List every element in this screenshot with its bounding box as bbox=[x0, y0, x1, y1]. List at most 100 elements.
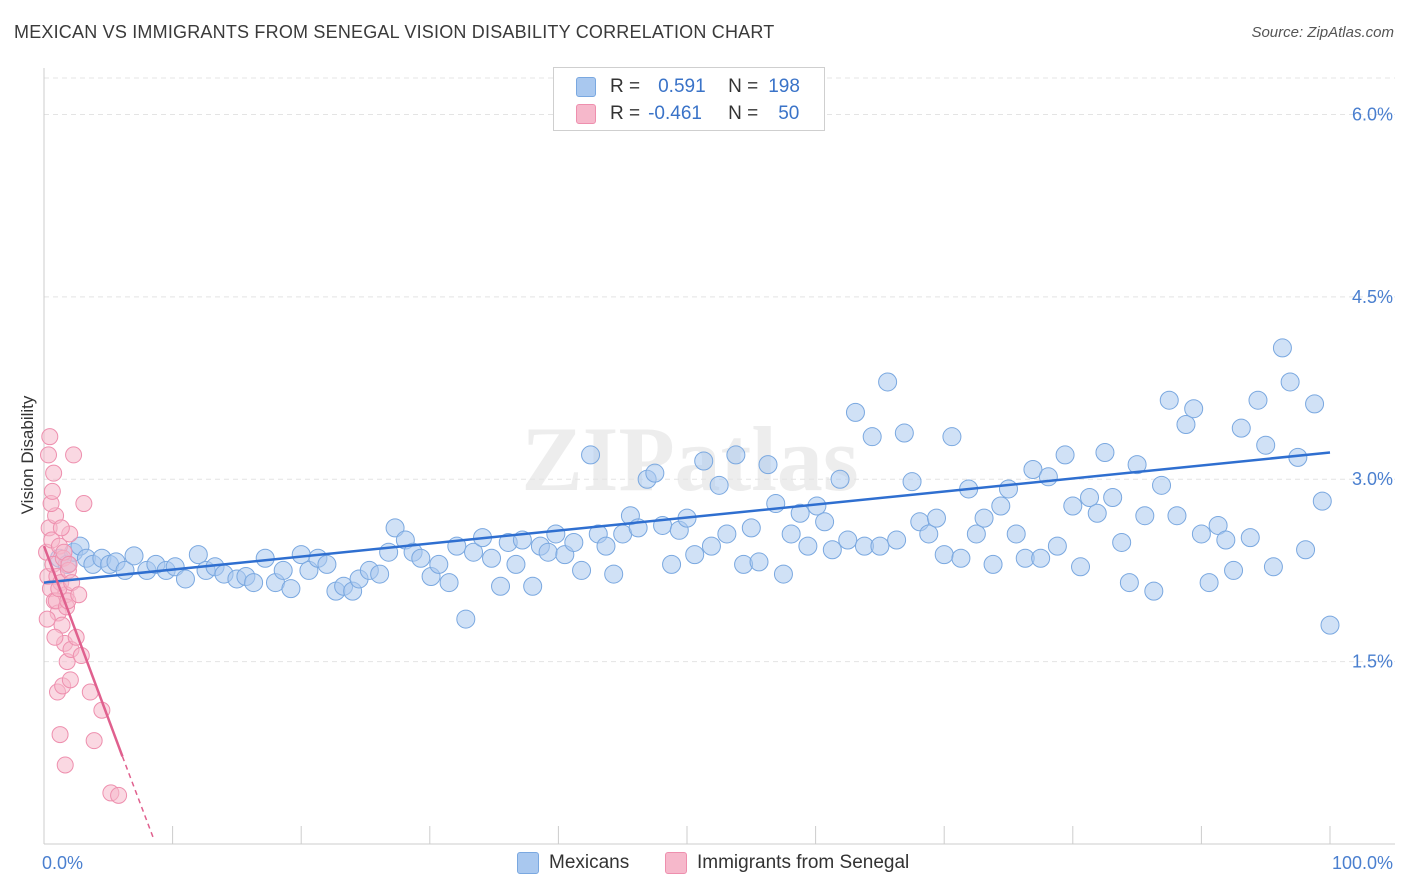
legend-swatch-blue bbox=[576, 77, 596, 97]
mexicans-point bbox=[1006, 524, 1026, 544]
y-tick-label: 3.0% bbox=[1352, 469, 1393, 489]
senegal-point bbox=[85, 732, 103, 750]
mexicans-point bbox=[317, 554, 337, 574]
mexicans-point bbox=[758, 455, 778, 475]
mexicans-point bbox=[845, 402, 865, 422]
chart-title: MEXICAN VS IMMIGRANTS FROM SENEGAL VISIO… bbox=[14, 22, 775, 42]
mexicans-point bbox=[1055, 445, 1075, 465]
mexicans-point bbox=[255, 548, 275, 568]
mexicans-point bbox=[1031, 548, 1051, 568]
senegal-point bbox=[46, 628, 64, 646]
mexicans-point bbox=[942, 427, 962, 447]
mexicans-point bbox=[273, 560, 293, 580]
mexicans-point bbox=[281, 579, 301, 599]
mexicans-point bbox=[1167, 506, 1187, 526]
mexicans-point bbox=[1208, 515, 1228, 535]
mexicans-point bbox=[175, 569, 195, 589]
senegal-point bbox=[56, 756, 74, 774]
mexicans-point bbox=[456, 609, 476, 629]
bottom-legend-mexicans: Mexicans bbox=[517, 852, 629, 874]
legend-swatch-pink bbox=[576, 104, 596, 124]
mexicans-point bbox=[1159, 390, 1179, 410]
mexicans-point bbox=[662, 554, 682, 574]
mexicans-point bbox=[1038, 467, 1058, 487]
mexicans-point bbox=[244, 573, 264, 593]
mexicans-point bbox=[482, 548, 502, 568]
legend-swatch-pink bbox=[665, 852, 687, 874]
senegal-point bbox=[52, 519, 70, 537]
mexicans-point bbox=[781, 524, 801, 544]
legend-n-label: N = bbox=[728, 103, 759, 124]
mexicans-point bbox=[685, 545, 705, 565]
senegal-point bbox=[51, 726, 69, 744]
mexicans-point bbox=[887, 530, 907, 550]
mexicans-point bbox=[645, 463, 665, 483]
mexicans-point bbox=[1191, 524, 1211, 544]
mexicans-point bbox=[1112, 532, 1132, 552]
mexicans-point bbox=[546, 524, 566, 544]
mexicans-point bbox=[694, 451, 714, 471]
legend-r-label: R = bbox=[610, 103, 641, 124]
mexicans-point bbox=[870, 536, 890, 556]
senegal-point bbox=[70, 586, 88, 604]
senegal-point bbox=[75, 495, 93, 513]
legend-swatch-blue bbox=[517, 852, 539, 874]
mexicans-point bbox=[124, 546, 144, 566]
mexicans-point bbox=[830, 469, 850, 489]
legend-n-value: 50 bbox=[778, 103, 800, 124]
mexicans-point bbox=[370, 564, 390, 584]
mexicans-point bbox=[934, 545, 954, 565]
senegal-point bbox=[61, 671, 79, 689]
mexicans-point bbox=[790, 503, 810, 523]
mexicans-point bbox=[1127, 455, 1147, 475]
mexicans-point bbox=[717, 524, 737, 544]
mexicans-point bbox=[385, 518, 405, 538]
x-tick-label: 0.0% bbox=[42, 853, 83, 873]
mexicans-point bbox=[1296, 540, 1316, 560]
mexicans-point bbox=[411, 548, 431, 568]
senegal-point bbox=[40, 446, 58, 464]
y-tick-label: 4.5% bbox=[1352, 287, 1393, 307]
mexicans-point bbox=[1071, 557, 1091, 577]
mexicans-point bbox=[798, 536, 818, 556]
mexicans-point bbox=[926, 508, 946, 528]
mexicans-point bbox=[701, 536, 721, 556]
y-axis-label: Vision Disability bbox=[18, 395, 37, 514]
mexicans-point bbox=[951, 548, 971, 568]
legend-label: Mexicans bbox=[549, 852, 630, 873]
mexicans-point bbox=[1263, 557, 1283, 577]
mexicans-point bbox=[596, 536, 616, 556]
senegal-points bbox=[38, 428, 128, 804]
mexicans-point bbox=[741, 518, 761, 538]
mexicans-point bbox=[188, 545, 208, 565]
mexicans-point bbox=[878, 372, 898, 392]
mexicans-trend-line bbox=[43, 451, 1331, 584]
mexicans-point bbox=[1272, 338, 1292, 358]
senegal-point bbox=[65, 446, 83, 464]
mexicans-point bbox=[491, 576, 511, 596]
mexicans-point bbox=[822, 540, 842, 560]
senegal-trend-line bbox=[42, 545, 124, 757]
mexicans-point bbox=[991, 496, 1011, 516]
mexicans-point bbox=[1144, 581, 1164, 601]
mexicans-point bbox=[1224, 560, 1244, 580]
legend-row-mexicans: R = 0.591 N = 198 bbox=[576, 74, 800, 100]
senegal-point bbox=[38, 610, 56, 628]
mexicans-point bbox=[974, 508, 994, 528]
mexicans-point bbox=[1152, 475, 1172, 495]
y-tick-label: 6.0% bbox=[1352, 104, 1393, 124]
mexicans-point bbox=[1023, 460, 1043, 480]
mexicans-point bbox=[894, 423, 914, 443]
legend-n-value: 198 bbox=[768, 76, 800, 97]
watermark: ZIPatlas bbox=[521, 408, 858, 510]
mexicans-point bbox=[1080, 487, 1100, 507]
mexicans-point bbox=[1063, 496, 1083, 516]
mexicans-point bbox=[572, 560, 592, 580]
mexicans-point bbox=[862, 427, 882, 447]
mexicans-point bbox=[1216, 530, 1236, 550]
mexicans-point bbox=[429, 554, 449, 574]
legend-r-value: 0.591 bbox=[658, 76, 706, 97]
x-tick-label: 100.0% bbox=[1332, 853, 1393, 873]
mexicans-point bbox=[726, 445, 746, 465]
